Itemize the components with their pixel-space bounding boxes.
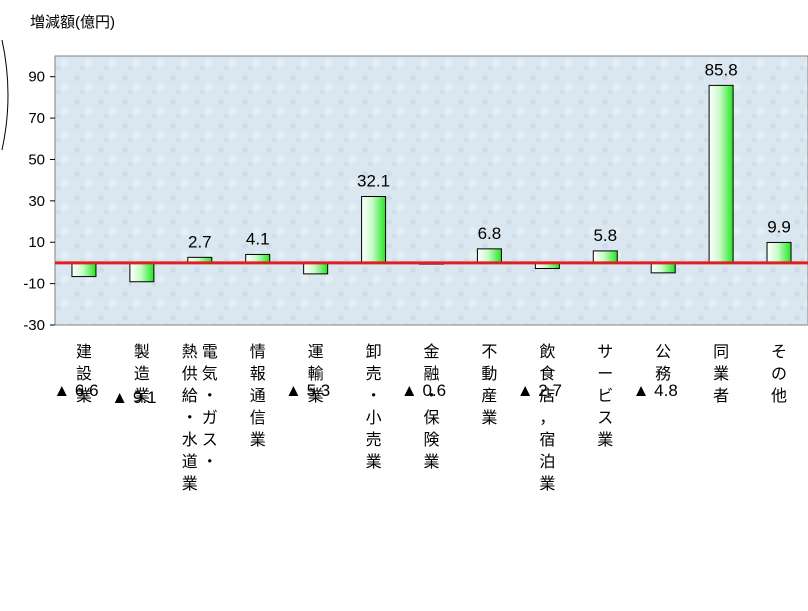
data-label: ▲ 9.1	[111, 388, 156, 407]
category-label-glyph: 同	[713, 342, 729, 361]
category-label-glyph: 宿	[539, 430, 555, 449]
bar	[708, 84, 734, 264]
category-label-glyph: 小	[366, 408, 382, 427]
category-label-glyph: 道	[182, 452, 198, 471]
y-tick-label: 50	[28, 151, 45, 168]
category-label-glyph: ス	[202, 430, 218, 449]
bar	[303, 262, 329, 275]
category-label-glyph: サ	[597, 342, 613, 361]
category-label-glyph: 熱	[182, 342, 198, 361]
data-label: ▲ 2.7	[517, 381, 562, 400]
category-label-glyph: 製	[134, 342, 150, 361]
category-label-glyph: 気	[202, 364, 218, 383]
category-label-glyph: ガ	[202, 408, 218, 427]
y-tick-label: 10	[28, 234, 45, 251]
category-label-glyph: 泊	[539, 452, 555, 471]
y-tick-label: 30	[28, 193, 45, 210]
category-label-glyph: 業	[481, 408, 497, 427]
category-label-glyph: 業	[539, 474, 555, 493]
category-label-glyph: ビ	[597, 386, 613, 405]
category-label-glyph: 他	[771, 386, 787, 405]
category-label-glyph: 売	[366, 364, 382, 383]
category-label-glyph: 業	[423, 452, 439, 471]
category-label-glyph: 業	[366, 452, 382, 471]
category-label-glyph: 産	[481, 386, 497, 405]
data-label: ▲ 4.8	[633, 381, 678, 400]
category-label-glyph: 報	[250, 364, 266, 383]
category-label-glyph: 務	[655, 364, 671, 383]
category-label-glyph: 通	[250, 386, 266, 405]
data-label: 85.8	[705, 60, 738, 79]
category-label-glyph: 業	[134, 386, 150, 405]
y-tick-label: 90	[28, 69, 45, 86]
category-label-glyph: 建	[76, 342, 92, 361]
category-label-glyph: 業	[308, 386, 324, 405]
category-labels: 建設業製造業熱供給・水道業電気・ガス・情報通信業運輸業卸売・小売業金融・保険業不…	[76, 342, 787, 493]
category-label-glyph: ー	[597, 364, 613, 383]
bar	[766, 241, 792, 264]
data-label: 32.1	[357, 172, 390, 191]
category-label-glyph: ・	[423, 386, 439, 405]
category-label-glyph: の	[771, 364, 787, 383]
category-label-glyph: 業	[250, 430, 266, 449]
category-label-glyph: 電	[202, 342, 218, 361]
category-label-glyph: 業	[597, 430, 613, 449]
category-label-glyph: 動	[481, 364, 497, 383]
data-label: ▲ 5.3	[285, 381, 330, 400]
category-label-glyph: 食	[539, 364, 555, 383]
category-label-glyph: 飲	[539, 342, 555, 361]
plot-area	[54, 55, 808, 326]
bar	[361, 196, 387, 264]
data-label: 9.9	[767, 217, 791, 236]
category-label-glyph: ，	[539, 408, 555, 427]
category-label-glyph: 保	[423, 408, 439, 427]
category-label-glyph: 業	[182, 474, 198, 493]
category-label-glyph: 融	[423, 364, 439, 383]
category-label-glyph: 輸	[308, 364, 324, 383]
category-label-glyph: ・	[366, 386, 382, 405]
category-label-glyph: そ	[771, 342, 787, 361]
category-label-glyph: 情	[250, 342, 266, 361]
category-label-glyph: 水	[182, 430, 198, 449]
bar	[129, 262, 155, 283]
category-label-glyph: 設	[76, 364, 92, 383]
category-label-glyph: 供	[182, 364, 198, 383]
category-label-glyph: 造	[134, 364, 150, 383]
y-axis-title: 増減額(億円)	[30, 14, 115, 31]
category-label-glyph: ・	[202, 452, 218, 471]
category-label-glyph: ・	[202, 386, 218, 405]
y-tick-label: 70	[28, 110, 45, 127]
category-label-glyph: 不	[481, 342, 497, 361]
data-label: 5.8	[593, 226, 617, 245]
value-labels: ▲ 6.6 ▲ 9.1 2.7 4.1 ▲ 5.3 32.1 ▲ 0.6 6.8 ▲ 2.7 5.…	[53, 60, 790, 407]
category-label-glyph: 店	[539, 386, 555, 405]
category-label-glyph: 金	[423, 342, 439, 361]
y-tick-label: -10	[23, 276, 45, 293]
decorative-bracket	[1, 39, 9, 151]
data-label: ▲ 6.6	[53, 381, 98, 400]
bar	[476, 248, 502, 264]
category-label-glyph: 業	[76, 386, 92, 405]
category-label-glyph: 卸	[366, 342, 382, 361]
category-label-glyph: 者	[713, 386, 729, 405]
data-label: 2.7	[188, 232, 212, 251]
category-label-glyph: 売	[366, 430, 382, 449]
category-label-glyph: ・	[182, 408, 198, 427]
bar	[592, 250, 618, 264]
category-label-glyph: 険	[423, 430, 439, 449]
bar	[71, 262, 97, 278]
category-label-glyph: 運	[308, 342, 324, 361]
data-label: 4.1	[246, 229, 270, 248]
category-label-glyph: 業	[713, 364, 729, 383]
category-label-glyph: 公	[655, 342, 671, 361]
category-label-glyph: ス	[597, 408, 613, 427]
y-tick-label: -30	[23, 317, 45, 334]
data-label: 6.8	[478, 224, 502, 243]
category-label-glyph: 給	[182, 386, 198, 405]
category-label-glyph: 信	[250, 408, 266, 427]
data-label: ▲ 0.6	[401, 381, 446, 400]
y-axis: 90 70 50 30 10 -10 -30	[23, 69, 55, 334]
